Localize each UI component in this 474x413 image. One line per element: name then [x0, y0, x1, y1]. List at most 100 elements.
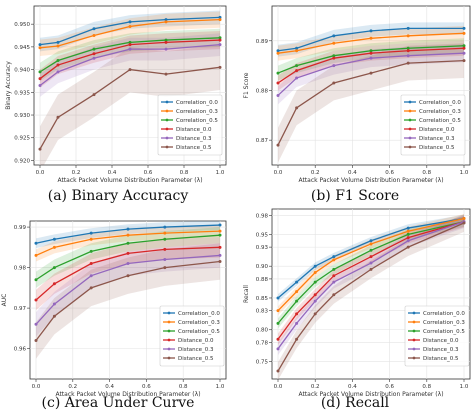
y-tick-label: 0.98 — [14, 266, 27, 272]
data-point — [406, 236, 410, 240]
y-tick-label: 0.75 — [256, 360, 269, 366]
y-axis-label: Binary Accuracy — [5, 61, 12, 110]
data-point — [52, 282, 56, 286]
data-point — [295, 337, 299, 341]
legend-marker — [167, 347, 171, 351]
legend-label: Correlation_0.5 — [423, 329, 465, 335]
plot-frame — [29, 220, 227, 380]
data-point — [295, 49, 299, 53]
data-point — [295, 312, 299, 316]
data-point — [369, 239, 373, 243]
y-tick-label: 0.950 — [14, 22, 30, 28]
chart-panel-a: 0.920 0.925 0.930 0.935 0.940 0.945 0.950 0.0 0.… — [5, 5, 227, 204]
data-point — [295, 106, 299, 110]
legend-label: Distance_0.5 — [423, 356, 459, 362]
data-point — [38, 70, 42, 74]
legend-label: Distance_0.0 — [176, 127, 212, 133]
data-point — [462, 59, 466, 63]
series-line — [35, 254, 221, 325]
legend-marker — [167, 356, 171, 360]
confidence-band — [278, 44, 464, 105]
panel-caption: (b) F1 Score — [311, 188, 399, 204]
legend-label: Correlation_0.5 — [176, 118, 218, 124]
confidence-band — [278, 215, 464, 356]
data-point — [313, 280, 317, 284]
data-point — [276, 321, 280, 325]
data-point — [218, 223, 222, 227]
series-line — [277, 27, 464, 52]
chart-panel-b: 0.87 0.88 0.89 0.0 0.2 0.4 0.6 0.8 1.0 Attack Pac… — [243, 5, 471, 204]
x-axis-label: Attack Packet Volume Distribution Parame… — [298, 391, 443, 398]
x-tick-label: 0.8 — [179, 384, 188, 390]
data-point — [313, 264, 317, 268]
legend-label: Correlation_0.0 — [419, 100, 461, 106]
data-point — [56, 70, 60, 74]
data-point — [406, 61, 410, 65]
data-point — [34, 253, 38, 257]
data-point — [38, 43, 42, 47]
y-tick-label: 0.93 — [256, 245, 269, 251]
data-point — [369, 261, 373, 265]
series-line — [277, 45, 465, 74]
data-point — [128, 24, 132, 28]
data-point — [332, 258, 336, 262]
legend-marker — [412, 356, 416, 360]
series-line — [277, 60, 465, 146]
legend-label: Distance_0.0 — [178, 338, 214, 344]
y-tick-label: 0.78 — [256, 340, 269, 346]
data-point — [164, 18, 168, 22]
data-point — [218, 253, 222, 257]
data-point — [406, 49, 410, 53]
data-point — [128, 20, 132, 24]
data-point — [56, 63, 60, 67]
legend-marker — [412, 329, 416, 333]
y-tick-label: 0.935 — [14, 90, 30, 96]
data-point — [92, 56, 96, 60]
data-point — [276, 347, 280, 351]
data-point — [462, 221, 466, 225]
legend-label: Distance_0.3 — [423, 347, 459, 353]
legend-marker — [412, 311, 416, 315]
confidence-band — [36, 225, 220, 262]
x-tick-label: 0.4 — [348, 170, 357, 176]
x-axis-label: Attack Packet Volume Distribution Parame… — [57, 177, 202, 184]
y-tick-label: 0.945 — [14, 45, 30, 51]
data-point — [462, 26, 466, 30]
chart-panel-d: 0.75 0.78 0.80 0.83 0.85 0.88 0.90 0.93 0.95 0.98… — [243, 208, 471, 411]
panel-caption: (d) Recall — [321, 395, 390, 411]
data-point — [462, 46, 466, 50]
data-point — [126, 251, 130, 255]
legend-marker — [167, 329, 171, 333]
series-line — [35, 224, 221, 244]
data-point — [369, 267, 373, 271]
data-point — [164, 38, 168, 42]
data-point — [163, 257, 167, 261]
data-point — [276, 71, 280, 75]
data-point — [52, 237, 56, 241]
y-axis-label: F1 Score — [243, 72, 250, 98]
data-point — [128, 47, 132, 51]
data-point — [369, 36, 373, 40]
data-point — [406, 245, 410, 249]
data-point — [218, 65, 222, 69]
confidence-band — [278, 38, 464, 81]
x-tick-label: 0.8 — [180, 170, 189, 176]
confidence-band — [36, 243, 220, 359]
x-tick-label: 0.6 — [385, 170, 394, 176]
series-line — [35, 234, 221, 281]
y-tick-label: 0.97 — [14, 306, 27, 312]
legend-marker — [408, 145, 412, 149]
legend-marker — [408, 118, 412, 122]
legend-marker — [165, 109, 169, 113]
x-tick-label: 1.0 — [460, 170, 469, 176]
confidence-band — [278, 215, 464, 345]
legend-label: Correlation_0.0 — [178, 311, 220, 317]
y-tick-label: 0.87 — [256, 138, 269, 144]
data-point — [128, 43, 132, 47]
x-tick-label: 0.4 — [105, 384, 114, 390]
data-point — [38, 147, 42, 151]
data-point — [126, 241, 130, 245]
data-point — [89, 274, 93, 278]
data-point — [92, 52, 96, 56]
